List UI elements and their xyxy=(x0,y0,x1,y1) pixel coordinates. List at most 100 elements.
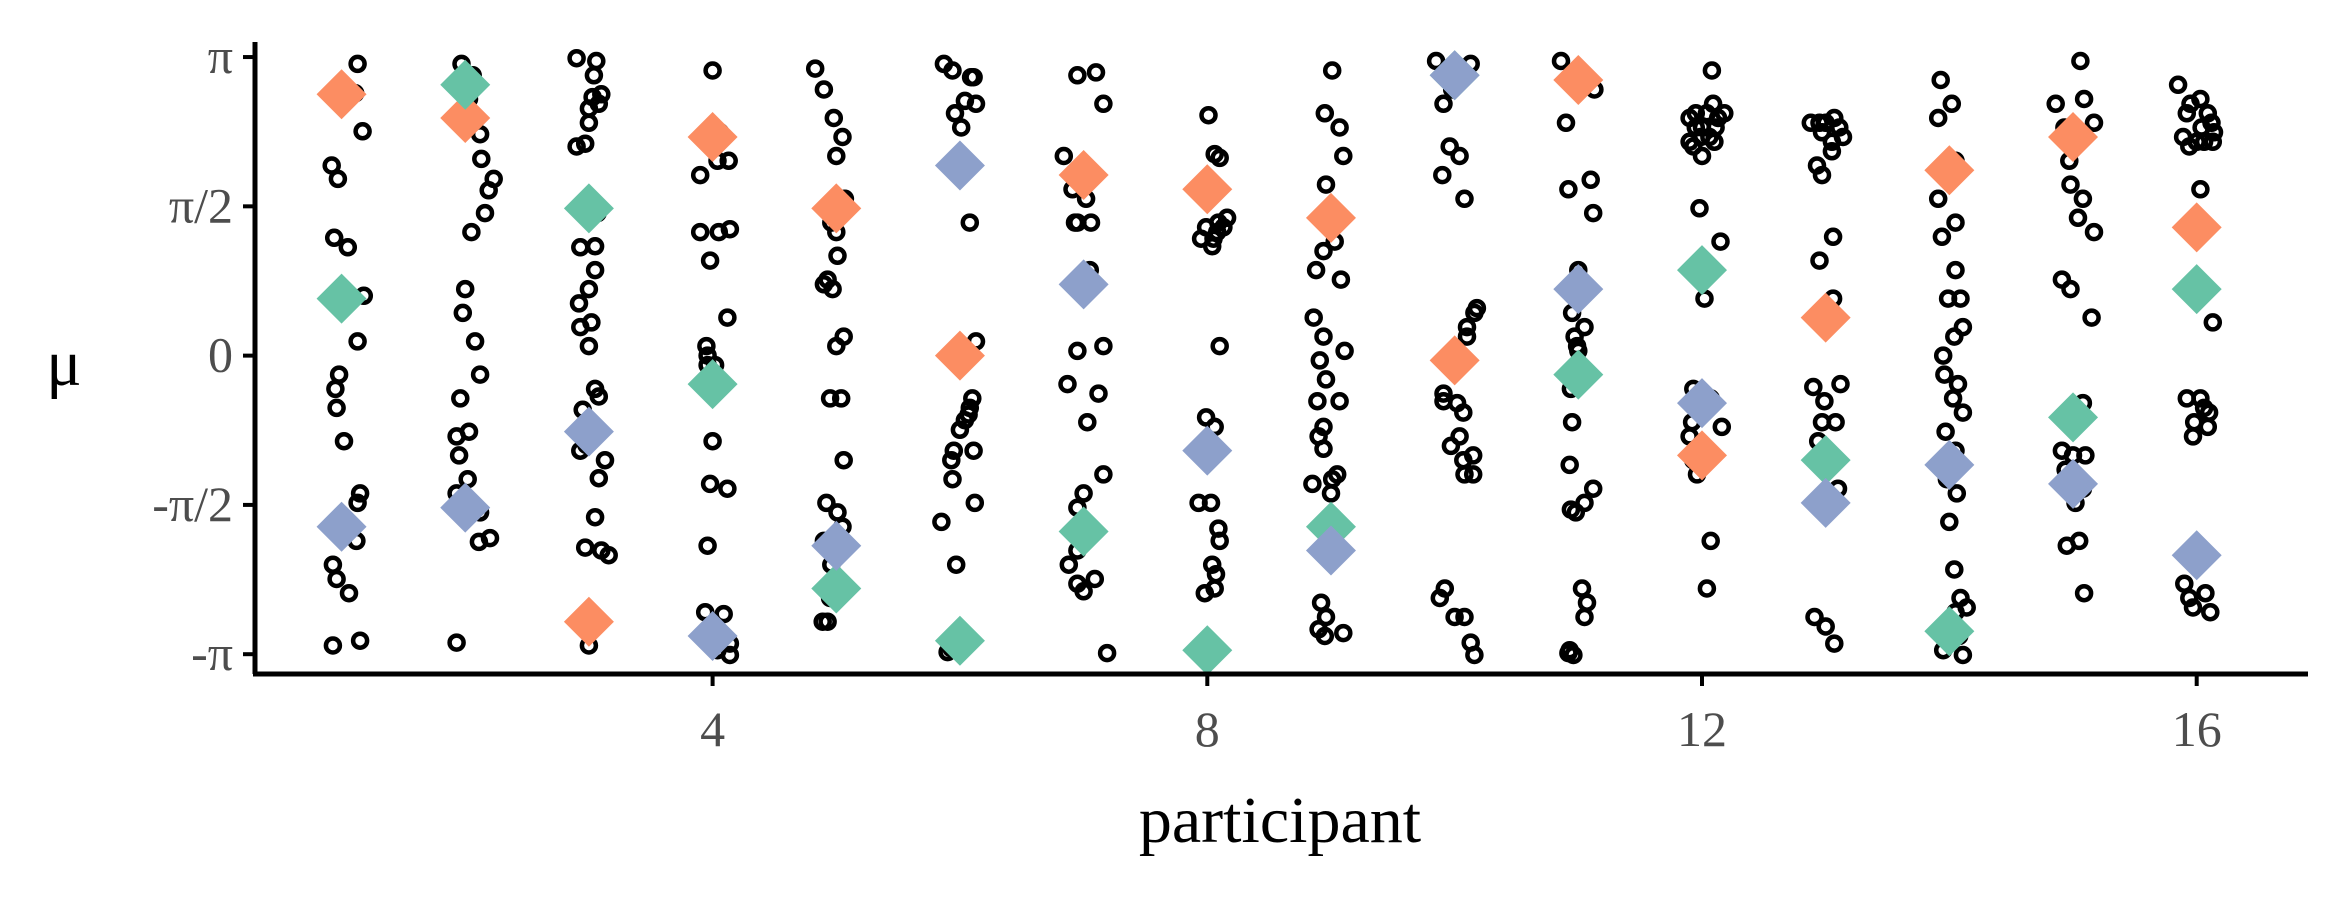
raw-data-point xyxy=(323,636,343,655)
raw-data-point xyxy=(585,237,605,256)
raw-data-point xyxy=(1559,180,1578,199)
raw-data-point xyxy=(1094,336,1113,356)
raw-data-point xyxy=(700,251,720,270)
raw-data-point xyxy=(1217,208,1237,228)
estimate-diamond-point xyxy=(1553,349,1604,400)
raw-data-point xyxy=(1812,165,1832,185)
raw-data-point xyxy=(338,238,358,257)
raw-data-point xyxy=(1094,94,1113,114)
estimate-diamond-point xyxy=(1305,525,1356,576)
raw-data-point xyxy=(1457,327,1477,346)
raw-data-point xyxy=(334,431,354,451)
estimate-diamond-point xyxy=(2048,392,2099,443)
raw-data-point xyxy=(942,450,961,470)
raw-data-point xyxy=(1314,439,1333,459)
x-axis-title: participant xyxy=(1139,784,1421,857)
x-tick-label: 4 xyxy=(700,701,725,757)
raw-data-point xyxy=(1463,465,1483,484)
raw-data-point xyxy=(697,336,716,356)
raw-data-point xyxy=(1946,213,1965,232)
raw-data-point xyxy=(1463,446,1483,465)
estimate-diamond-point xyxy=(1924,145,1975,196)
raw-data-point xyxy=(1940,512,1959,532)
raw-data-point xyxy=(720,219,740,239)
raw-data-point xyxy=(587,51,606,71)
raw-data-point xyxy=(690,165,710,185)
estimate-diamond-point xyxy=(440,482,491,533)
raw-data-point xyxy=(1315,104,1335,123)
raw-data-point xyxy=(465,332,485,351)
estimate-diamond-point xyxy=(934,140,985,191)
raw-data-point xyxy=(943,469,962,489)
raw-data-point xyxy=(1310,351,1330,370)
estimate-diamond-point xyxy=(811,563,862,614)
raw-data-point xyxy=(458,469,477,489)
raw-data-point xyxy=(1575,607,1594,627)
raw-data-point xyxy=(348,332,367,351)
raw-data-point xyxy=(1085,569,1105,589)
raw-data-point xyxy=(966,94,986,114)
raw-data-point xyxy=(453,303,473,323)
raw-data-point xyxy=(943,61,962,80)
raw-data-point xyxy=(932,512,951,532)
raw-data-point xyxy=(328,169,348,189)
raw-data-point xyxy=(2183,427,2203,446)
raw-data-point xyxy=(828,503,847,522)
raw-data-point xyxy=(2201,602,2220,622)
raw-data-point xyxy=(2191,180,2210,199)
raw-data-point xyxy=(1094,465,1113,484)
raw-data-point xyxy=(2196,583,2215,603)
estimate-diamond-point xyxy=(1305,192,1356,243)
raw-data-point xyxy=(1206,564,1226,584)
raw-data-point xyxy=(472,149,491,169)
raw-data-point xyxy=(447,427,466,446)
estimate-diamond-point xyxy=(1553,264,1604,315)
raw-data-point xyxy=(1059,555,1079,574)
raw-data-point xyxy=(1826,412,1845,432)
raw-data-point xyxy=(579,279,599,299)
estimate-diamond-point xyxy=(2048,458,2099,509)
raw-data-point xyxy=(1948,374,1968,394)
estimate-diamond-point xyxy=(563,596,614,647)
raw-data-point xyxy=(1692,146,1712,166)
y-axis-title: μ xyxy=(46,327,81,400)
raw-data-point xyxy=(2183,598,2203,617)
raw-data-point xyxy=(827,336,846,356)
raw-data-point xyxy=(1712,417,1732,437)
raw-data-point xyxy=(1314,327,1333,346)
raw-data-point xyxy=(571,238,590,257)
raw-data-point xyxy=(814,80,834,99)
raw-data-point xyxy=(1565,327,1584,346)
raw-data-point xyxy=(2074,583,2094,603)
raw-data-point xyxy=(1830,118,1849,137)
raw-data-point xyxy=(2061,279,2080,299)
raw-data-point xyxy=(1086,63,1106,82)
x-tick-label: 12 xyxy=(1677,701,1727,757)
raw-data-point xyxy=(827,146,846,166)
raw-data-point xyxy=(1953,645,1973,665)
raw-data-point xyxy=(1330,391,1349,411)
y-tick-label: 0 xyxy=(208,327,233,383)
estimate-diamond-point xyxy=(316,501,367,552)
estimate-diamond-point xyxy=(1182,164,1233,215)
x-tick-label: 16 xyxy=(2172,701,2222,757)
estimate-diamond-point xyxy=(1676,245,1727,296)
estimate-diamond-point xyxy=(316,273,367,324)
raw-data-point xyxy=(567,137,586,156)
raw-data-point xyxy=(817,493,836,513)
raw-data-point xyxy=(950,420,970,440)
estimate-diamond-point xyxy=(563,406,614,457)
estimate-diamond-point xyxy=(811,183,862,234)
raw-data-point xyxy=(965,493,985,513)
raw-data-point xyxy=(1202,555,1222,574)
raw-data-point xyxy=(1945,327,1964,346)
estimate-diamond-point xyxy=(1800,477,1851,528)
raw-data-point xyxy=(813,612,832,631)
raw-data-point xyxy=(1556,113,1576,133)
raw-data-point xyxy=(1455,189,1474,209)
raw-data-point xyxy=(2068,208,2088,228)
y-tick-label: π/2 xyxy=(169,177,233,233)
estimate-diamond-point xyxy=(687,112,738,163)
raw-data-point xyxy=(820,389,840,408)
raw-data-point xyxy=(2175,574,2194,593)
